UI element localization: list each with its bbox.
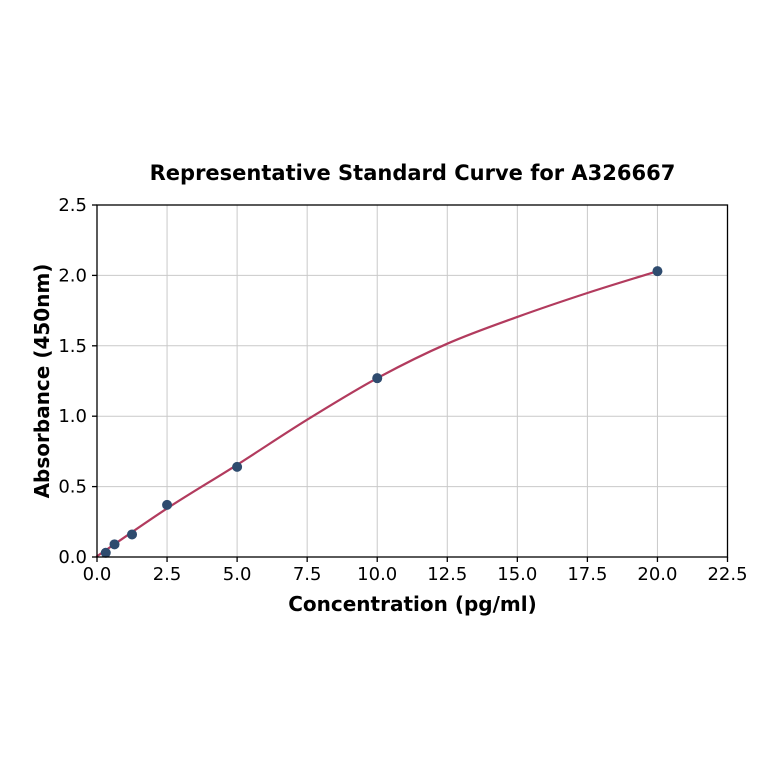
x-tick-label: 0.0: [83, 564, 112, 585]
x-tick-label: 10.0: [357, 564, 397, 585]
x-tick-label: 15.0: [497, 564, 537, 585]
y-tick-label: 2.5: [58, 195, 87, 216]
data-point: [372, 373, 383, 384]
data-point: [100, 547, 111, 558]
x-tick-label: 12.5: [427, 564, 467, 585]
fit-curve-line: [95, 270, 659, 558]
y-tick-label: 1.0: [58, 406, 87, 427]
y-tick-label: 2.0: [58, 265, 87, 286]
data-point: [652, 266, 663, 277]
data-point: [232, 461, 243, 472]
x-tick-label: 20.0: [637, 564, 677, 585]
x-tick-label: 5.0: [223, 564, 252, 585]
x-tick-label: 22.5: [707, 564, 747, 585]
x-tick-label: 7.5: [293, 564, 322, 585]
chart-title: Representative Standard Curve for A32666…: [149, 161, 676, 185]
y-axis-label: Absorbance (450nm): [30, 263, 54, 499]
y-tick-label: 1.5: [58, 336, 87, 357]
data-point: [127, 529, 138, 540]
plot-border: [96, 204, 729, 558]
x-tick-label: 2.5: [153, 564, 182, 585]
y-tick-label: 0.0: [58, 547, 87, 568]
x-axis-label: Concentration (pg/ml): [288, 592, 537, 616]
data-point: [162, 499, 173, 510]
y-tick-label: 0.5: [58, 477, 87, 498]
x-tick-label: 17.5: [567, 564, 607, 585]
data-point: [109, 539, 120, 550]
